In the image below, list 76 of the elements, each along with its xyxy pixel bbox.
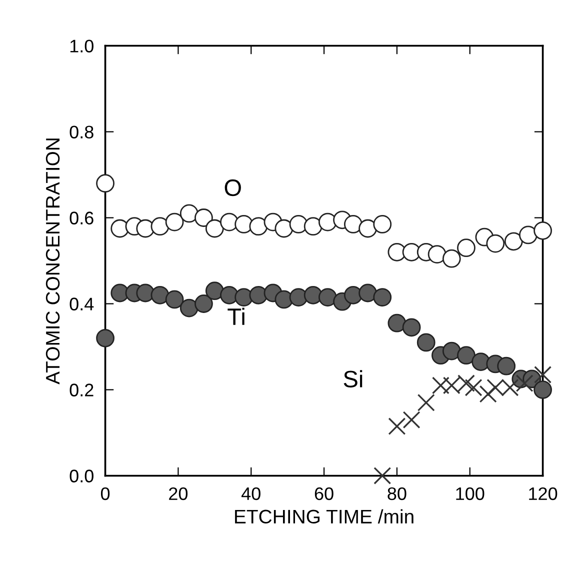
point — [205, 282, 224, 300]
point — [442, 342, 461, 360]
series-label: O — [224, 179, 241, 196]
point — [234, 288, 254, 306]
point — [304, 217, 322, 236]
point — [96, 174, 114, 193]
point — [534, 221, 552, 240]
x-axis-title: ETCHING TIME /min — [235, 509, 414, 524]
point — [344, 286, 362, 304]
x-tick-label: 0 — [100, 487, 110, 500]
point — [457, 238, 476, 258]
y-tick-label: 0.6 — [70, 212, 94, 224]
point — [519, 226, 538, 244]
point — [194, 208, 213, 227]
point — [205, 219, 224, 238]
point — [358, 219, 377, 238]
point — [289, 215, 308, 234]
point — [432, 376, 450, 394]
point — [274, 219, 294, 238]
point — [220, 286, 238, 304]
point — [504, 232, 523, 251]
y-axis-title: ATOMIC CONCENTRATION — [46, 138, 60, 384]
point — [457, 346, 476, 365]
point — [402, 318, 421, 337]
point — [344, 215, 362, 234]
point — [486, 234, 505, 253]
point — [150, 217, 170, 236]
point — [464, 378, 482, 396]
point — [416, 333, 436, 352]
point — [428, 245, 446, 264]
x-tick-label: 20 — [169, 487, 188, 500]
point — [165, 290, 184, 309]
point — [220, 212, 238, 232]
x-tick-label: 60 — [314, 487, 334, 500]
point — [318, 212, 337, 232]
y-tick-label: 0.4 — [70, 298, 94, 310]
point — [136, 219, 155, 238]
x-tick-label: 120 — [529, 487, 558, 500]
point — [96, 328, 114, 348]
point — [304, 286, 322, 304]
point — [402, 411, 420, 429]
point — [479, 385, 497, 403]
point — [534, 366, 552, 384]
point — [374, 466, 392, 484]
point — [516, 374, 534, 392]
x-tick-label: 80 — [388, 487, 406, 500]
point — [318, 288, 337, 306]
point — [136, 284, 155, 302]
point — [249, 217, 268, 236]
point — [373, 215, 392, 234]
point — [417, 394, 435, 412]
point — [180, 298, 198, 318]
x-tick-label: 40 — [241, 487, 260, 500]
y-tick-label: 1.0 — [70, 40, 94, 52]
point — [110, 284, 130, 302]
x-tick-label: 100 — [456, 487, 484, 500]
point — [249, 286, 268, 304]
point — [534, 380, 552, 399]
y-tick-label: 0.0 — [70, 470, 94, 482]
point — [165, 212, 184, 232]
y-tick-label: 0.2 — [70, 384, 94, 396]
series-label: Si — [344, 370, 362, 388]
point — [234, 215, 254, 234]
point — [497, 356, 516, 376]
point — [388, 314, 406, 332]
point — [110, 219, 130, 238]
point — [442, 249, 461, 268]
point — [150, 286, 170, 304]
series-label: Ti — [228, 308, 244, 325]
point — [472, 352, 490, 371]
y-tick-label: 0.8 — [70, 126, 94, 138]
point — [373, 288, 392, 306]
point — [194, 294, 213, 313]
point — [388, 418, 406, 436]
point — [289, 288, 308, 306]
point — [358, 284, 377, 302]
